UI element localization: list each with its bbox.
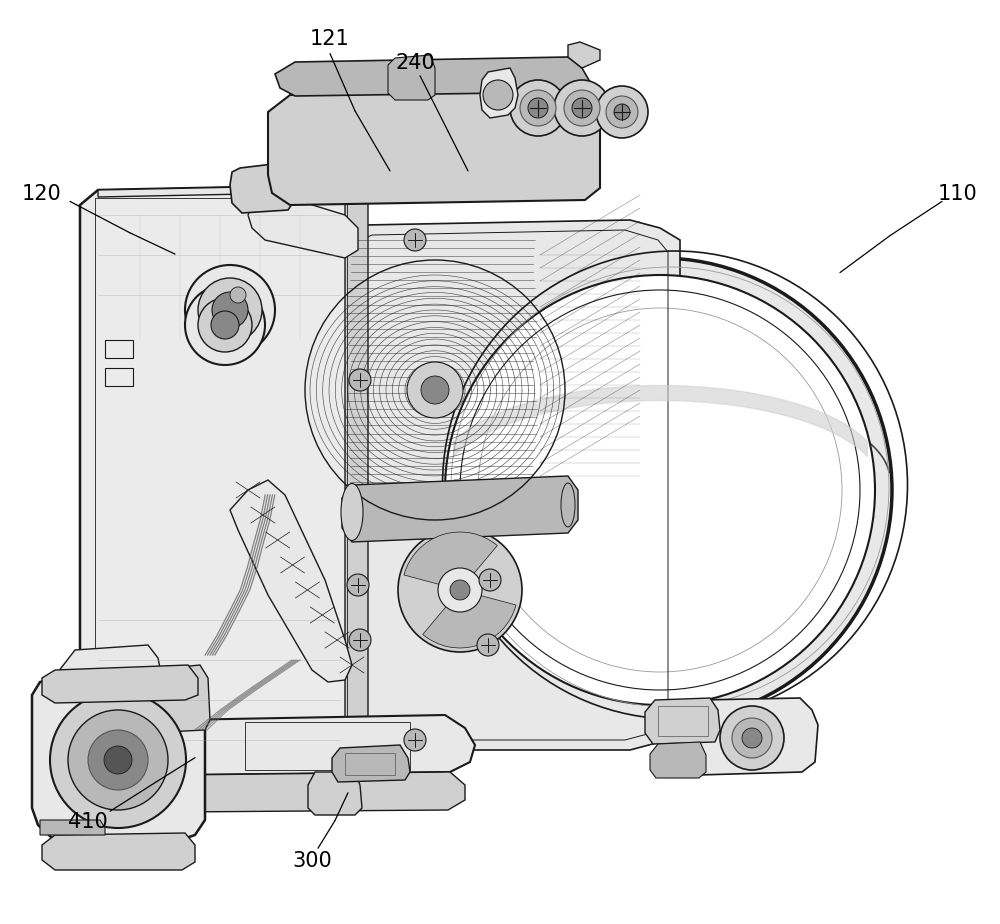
Polygon shape <box>480 68 518 118</box>
Circle shape <box>407 362 463 418</box>
Circle shape <box>211 311 239 339</box>
Text: 121: 121 <box>310 29 350 49</box>
Circle shape <box>349 629 371 651</box>
Bar <box>245 722 410 770</box>
Circle shape <box>198 278 262 342</box>
Polygon shape <box>32 675 205 840</box>
Circle shape <box>460 290 860 690</box>
Circle shape <box>50 692 186 828</box>
Polygon shape <box>345 170 368 740</box>
Circle shape <box>398 528 522 652</box>
Circle shape <box>88 730 148 790</box>
Polygon shape <box>158 772 465 812</box>
Circle shape <box>596 86 648 138</box>
Circle shape <box>428 258 892 722</box>
Circle shape <box>510 80 566 136</box>
Circle shape <box>528 98 548 118</box>
Polygon shape <box>152 715 475 775</box>
Circle shape <box>495 325 825 655</box>
Polygon shape <box>388 55 435 100</box>
Bar <box>658 706 708 736</box>
Polygon shape <box>135 665 210 733</box>
Circle shape <box>349 369 371 391</box>
Circle shape <box>450 580 470 600</box>
Circle shape <box>212 292 248 328</box>
Polygon shape <box>332 745 410 782</box>
Polygon shape <box>58 645 162 702</box>
Polygon shape <box>98 170 368 200</box>
Polygon shape <box>255 162 298 218</box>
Circle shape <box>185 265 275 355</box>
Circle shape <box>606 96 638 128</box>
Polygon shape <box>42 833 195 870</box>
Bar <box>105 368 133 386</box>
Circle shape <box>404 729 426 751</box>
Bar <box>345 753 395 775</box>
Circle shape <box>483 80 513 110</box>
Wedge shape <box>404 532 497 590</box>
Circle shape <box>614 104 630 120</box>
Circle shape <box>572 98 592 118</box>
Circle shape <box>68 710 168 810</box>
Polygon shape <box>268 88 600 205</box>
Circle shape <box>445 275 875 705</box>
Circle shape <box>732 718 772 758</box>
Polygon shape <box>42 665 198 703</box>
Text: 240: 240 <box>395 53 435 73</box>
Polygon shape <box>80 185 358 762</box>
Circle shape <box>438 568 482 612</box>
Circle shape <box>520 90 556 126</box>
Polygon shape <box>308 772 362 815</box>
Polygon shape <box>568 42 600 68</box>
Bar <box>105 340 133 358</box>
Circle shape <box>104 746 132 774</box>
Polygon shape <box>230 162 298 213</box>
Circle shape <box>554 80 610 136</box>
Circle shape <box>720 706 784 770</box>
Circle shape <box>404 229 426 251</box>
Polygon shape <box>682 698 818 775</box>
Text: 110: 110 <box>938 184 978 204</box>
Wedge shape <box>423 590 516 648</box>
Text: 410: 410 <box>68 812 108 833</box>
Text: 300: 300 <box>292 851 332 871</box>
Polygon shape <box>340 220 680 750</box>
Ellipse shape <box>341 483 363 541</box>
Polygon shape <box>40 820 105 835</box>
Polygon shape <box>230 480 352 682</box>
Circle shape <box>564 90 600 126</box>
Polygon shape <box>645 698 720 744</box>
Text: 120: 120 <box>22 184 62 204</box>
Polygon shape <box>275 57 590 100</box>
Circle shape <box>478 308 842 672</box>
Circle shape <box>479 569 501 591</box>
Circle shape <box>347 574 369 596</box>
Bar <box>95 198 347 756</box>
Circle shape <box>198 298 252 352</box>
Polygon shape <box>342 476 578 542</box>
Circle shape <box>230 287 246 303</box>
Circle shape <box>421 376 449 404</box>
Circle shape <box>477 634 499 656</box>
Polygon shape <box>650 742 706 778</box>
Polygon shape <box>248 192 358 258</box>
Circle shape <box>185 285 265 365</box>
Circle shape <box>742 728 762 748</box>
Ellipse shape <box>561 483 575 527</box>
